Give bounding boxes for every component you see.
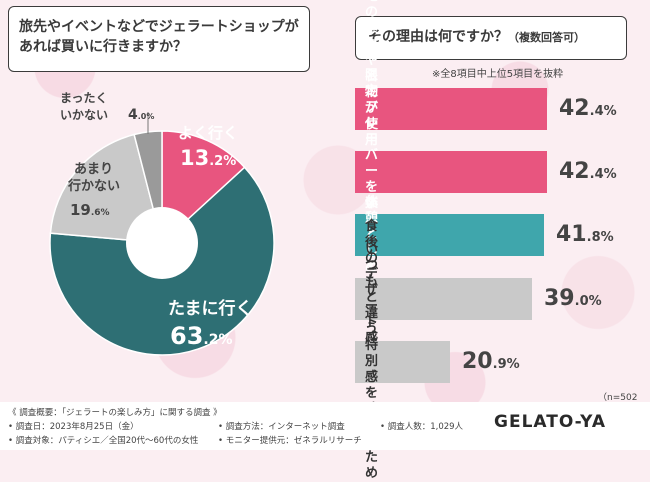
bar-value-label-2: 42.4% <box>559 159 617 184</box>
survey-date: • 調査日：2023年8月25日（金） <box>8 422 139 432</box>
bar-fill-1 <box>355 88 547 130</box>
bar-category-label-2: 限定フレーバーを 楽しむため <box>365 68 379 275</box>
pie-name-label-4: まったく <box>60 91 108 105</box>
survey-method: • 調査方法：インターネット調査 <box>218 422 345 432</box>
pie-value-label-1: 13.2% <box>180 146 236 170</box>
pie-value-label-2: 63.2% <box>170 322 233 350</box>
pie-value-label-4: 4.0% <box>128 107 154 123</box>
survey-count: • 調査人数：1,029人 <box>380 422 464 432</box>
pie-name-label-1: よく行く <box>178 124 238 142</box>
question1-line2: あれば買いに行きますか？ <box>19 39 187 55</box>
pie-name-label-3-line2: 行かない <box>67 178 120 194</box>
question1-line1: 旅先やイベントなどでジェラートショップが <box>19 19 299 35</box>
question1-text: 旅先やイベントなどでジェラートショップが あれば買いに行きますか？ <box>19 17 304 57</box>
survey-overview: 《 調査概要：「ジェラートの楽しみ方」に関する調査 》 <box>8 408 222 418</box>
bar-fill-3 <box>355 214 544 256</box>
bar-fill-4 <box>355 278 532 320</box>
footer: 《 調査概要：「ジェラートの楽しみ方」に関する調査 》 • 調査日：2023年8… <box>0 402 650 450</box>
brand-logo: GELATO-YA <box>494 412 606 432</box>
bar-fill-5 <box>355 341 450 383</box>
bar-value-label-3: 41.8% <box>556 222 614 247</box>
selection-note: ※全8項目中上位5項目を抜粋 <box>432 69 564 80</box>
pie-name-label-4-line2: いかない <box>60 108 108 122</box>
pie-name-label-3: あまり <box>74 162 113 177</box>
bar-fill-2 <box>355 151 547 193</box>
pie-name-label-2: たまに行く <box>168 298 253 319</box>
bar-category-label-5: いつもと違う 特別感を味わうため <box>365 242 379 481</box>
bar-value-label-4: 39.0% <box>544 286 602 311</box>
question2-text: その理由は何ですか？（複数回答可） <box>368 27 618 48</box>
survey-monitor: • モニター提供元：ゼネラルリサーチ <box>218 436 362 446</box>
bar-value-label-5: 20.9% <box>462 349 520 374</box>
pie-value-label-3: 19.6% <box>70 201 110 219</box>
question1-box: 旅先やイベントなどでジェラートショップが あれば買いに行きますか？ <box>8 6 310 72</box>
survey-target: • 調査対象：パティシエ／全国20代～60代の女性 <box>8 436 199 446</box>
question2-sub: （複数回答可） <box>508 31 585 44</box>
question2-box: その理由は何ですか？（複数回答可） <box>355 16 627 60</box>
pie-slice-3 <box>49 133 163 244</box>
pie-center-hole <box>126 207 198 279</box>
question2-main: その理由は何ですか？ <box>368 29 508 45</box>
bar-value-label-1: 42.4% <box>559 96 617 121</box>
